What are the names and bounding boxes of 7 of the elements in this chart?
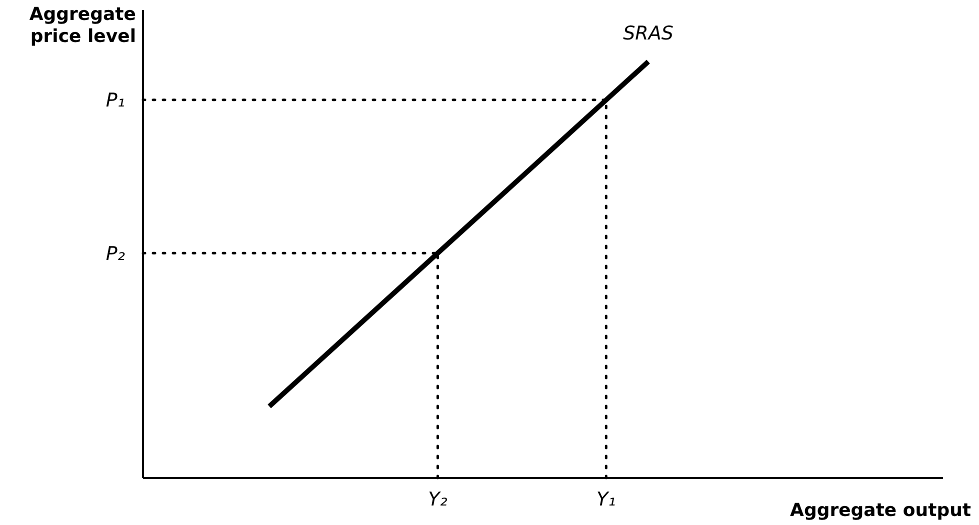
ref-line-label: P₂ <box>106 242 126 265</box>
x-axis-title: Aggregate output <box>790 500 971 521</box>
annotation: SRAS <box>623 22 674 45</box>
x-tick-label: Y₂ <box>428 488 448 510</box>
y-axis-title: Aggregate price level <box>28 4 136 48</box>
ref-line-label: P₁ <box>106 90 125 112</box>
x-tick-label: Y₁ <box>596 488 616 510</box>
